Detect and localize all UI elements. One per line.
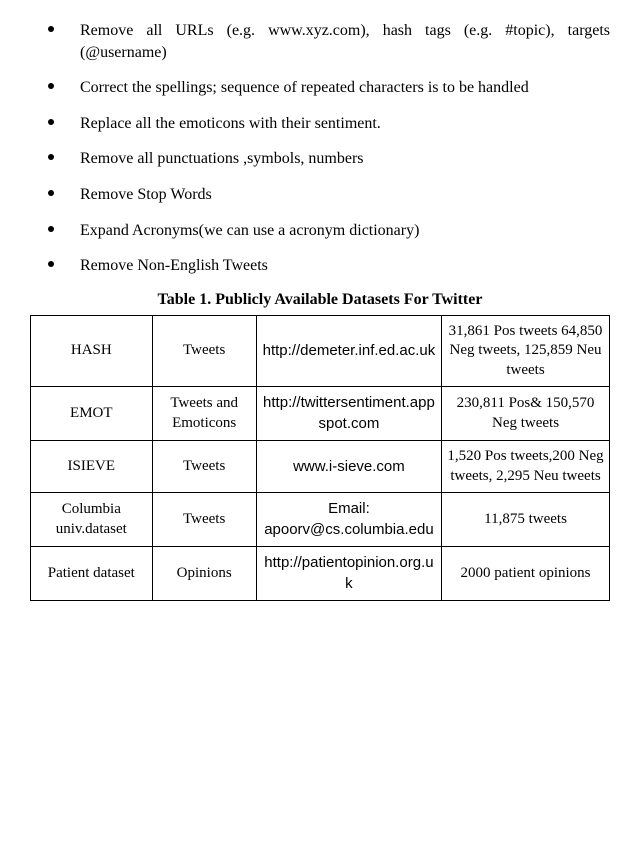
bullet-dot-icon [48, 226, 54, 232]
dataset-type: Tweets [152, 315, 256, 387]
bullet-text: Remove all punctuations ,symbols, number… [80, 150, 364, 167]
bullet-item: Correct the spellings; sequence of repea… [30, 77, 610, 99]
dataset-stats: 230,811 Pos& 150,570 Neg tweets [442, 387, 610, 441]
bullet-text: Replace all the emoticons with their sen… [80, 115, 381, 132]
bullet-dot-icon [48, 190, 54, 196]
dataset-source: http://twittersentiment.appspot.com [256, 387, 441, 441]
bullet-item: Remove all punctuations ,symbols, number… [30, 148, 610, 170]
dataset-name: ISIEVE [31, 441, 153, 493]
bullet-item: Expand Acronyms(we can use a acronym dic… [30, 220, 610, 242]
bullet-list: Remove all URLs (e.g. www.xyz.com), hash… [30, 20, 610, 277]
dataset-source-text: http://demeter.inf.ed.ac.uk [263, 342, 436, 359]
bullet-item: Remove Stop Words [30, 184, 610, 206]
dataset-type: Tweets [152, 493, 256, 547]
dataset-source: www.i-sieve.com [256, 441, 441, 493]
bullet-dot-icon [48, 154, 54, 160]
bullet-item: Remove all URLs (e.g. www.xyz.com), hash… [30, 20, 610, 63]
bullet-text: Expand Acronyms(we can use a acronym dic… [80, 222, 419, 239]
bullet-item: Replace all the emoticons with their sen… [30, 113, 610, 135]
bullet-text: Correct the spellings; sequence of repea… [80, 79, 529, 96]
dataset-stats: 31,861 Pos tweets 64,850 Neg tweets, 125… [442, 315, 610, 387]
table-row: HASH Tweets http://demeter.inf.ed.ac.uk … [31, 315, 610, 387]
table-row: Columbia univ.dataset Tweets Email: apoo… [31, 493, 610, 547]
dataset-source: http://patientopinion.org.uk [256, 547, 441, 601]
bullet-text: Remove Stop Words [80, 186, 212, 203]
table-row: Patient dataset Opinions http://patiento… [31, 547, 610, 601]
bullet-dot-icon [48, 261, 54, 267]
dataset-source-text: http://patientopinion.org.uk [264, 554, 433, 592]
bullet-text: Remove Non-English Tweets [80, 257, 268, 274]
dataset-name: HASH [31, 315, 153, 387]
dataset-source-text: http://twittersentiment.appspot.com [263, 394, 435, 432]
table-row: ISIEVE Tweets www.i-sieve.com 1,520 Pos … [31, 441, 610, 493]
dataset-name: Patient dataset [31, 547, 153, 601]
bullet-item: Remove Non-English Tweets [30, 255, 610, 277]
dataset-source: http://demeter.inf.ed.ac.uk [256, 315, 441, 387]
datasets-table: HASH Tweets http://demeter.inf.ed.ac.uk … [30, 315, 610, 602]
bullet-text: Remove all URLs (e.g. www.xyz.com), hash… [80, 22, 610, 61]
dataset-source-text: www.i-sieve.com [293, 458, 405, 475]
dataset-stats: 2000 patient opinions [442, 547, 610, 601]
dataset-source: Email: apoorv@cs.columbia.edu [256, 493, 441, 547]
dataset-type: Tweets [152, 441, 256, 493]
dataset-stats: 11,875 tweets [442, 493, 610, 547]
dataset-type: Opinions [152, 547, 256, 601]
dataset-source-text: Email: apoorv@cs.columbia.edu [264, 500, 433, 538]
bullet-dot-icon [48, 83, 54, 89]
bullet-dot-icon [48, 26, 54, 32]
dataset-type: Tweets and Emoticons [152, 387, 256, 441]
dataset-stats: 1,520 Pos tweets,200 Neg tweets, 2,295 N… [442, 441, 610, 493]
dataset-name: Columbia univ.dataset [31, 493, 153, 547]
table-row: EMOT Tweets and Emoticons http://twitter… [31, 387, 610, 441]
bullet-dot-icon [48, 119, 54, 125]
table-caption: Table 1. Publicly Available Datasets For… [30, 291, 610, 309]
dataset-name: EMOT [31, 387, 153, 441]
